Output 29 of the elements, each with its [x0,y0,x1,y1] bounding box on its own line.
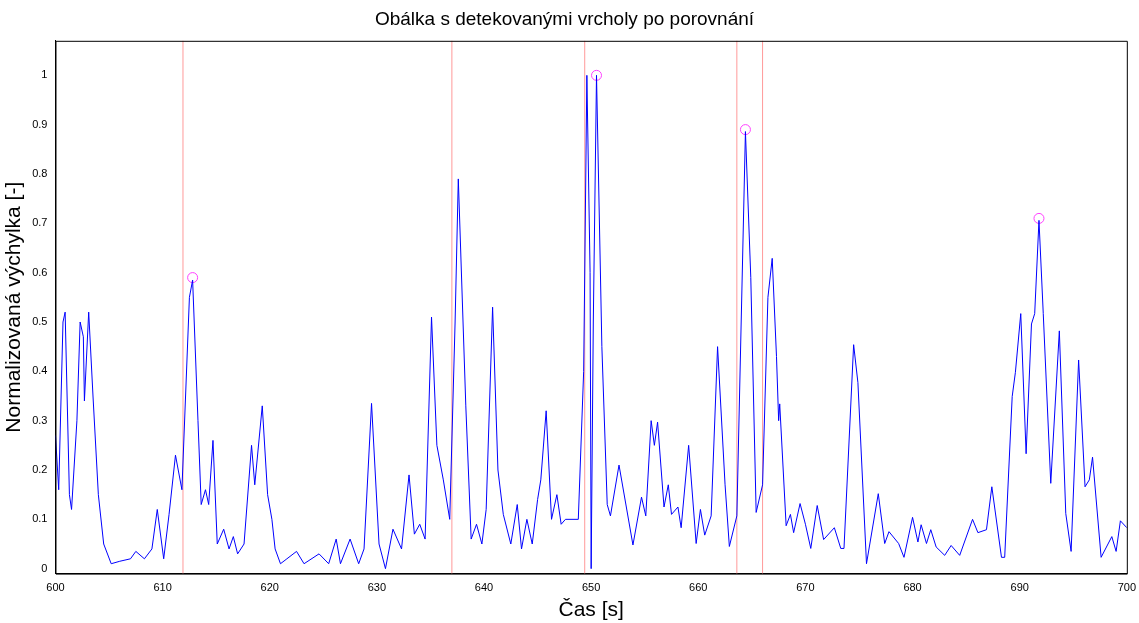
y-tick-label: 0.4 [32,364,48,377]
point [591,69,603,81]
x-tick-label: 680 [903,581,922,594]
y-axis-title: Normalizovaná výchylka [-] [1,181,25,433]
x-tick-label: 610 [153,581,172,594]
x-tick-label: 670 [796,581,815,594]
chart-title: Obálka s detekovanými vrcholy po porovnání [374,7,755,29]
x-tick-label: 660 [689,581,708,594]
point [1033,212,1045,224]
y-tick-label: 0.6 [32,265,48,278]
point [739,124,751,136]
x-tick-label: 640 [474,581,494,594]
x-tick-label: 700 [1117,581,1136,594]
y-tick-label: 0.8 [32,167,48,180]
y-tick-label: 0 [41,561,48,574]
x-tick-label: 620 [260,581,279,594]
y-tick-label: 0.7 [32,216,48,229]
x-tick-label: 600 [46,581,65,594]
y-tick-label: 0.3 [32,413,48,426]
point [187,272,199,284]
y-tick-label: 1 [41,68,48,81]
x-tick-label: 690 [1010,581,1029,594]
y-tick-label: 0.5 [32,315,48,328]
x-tick-label: 650 [581,581,601,594]
y-tick-label: 0.2 [32,463,48,476]
x-axis-title: Čas [s] [558,597,624,621]
x-tick-label: 630 [367,581,387,594]
y-tick-label: 0.1 [32,512,48,525]
y-tick-label: 0.9 [32,117,48,130]
